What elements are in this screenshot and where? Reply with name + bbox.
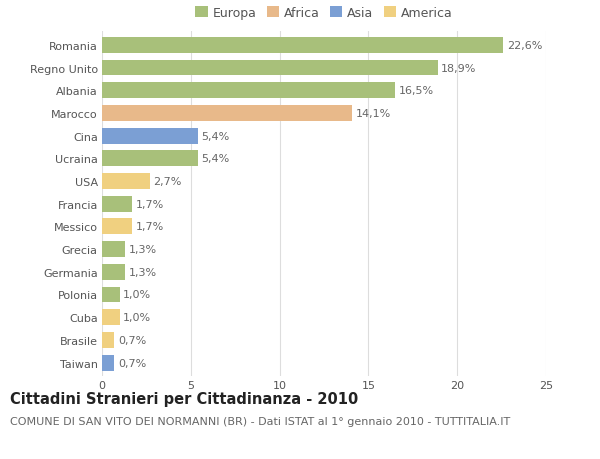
Text: 5,4%: 5,4% [202,154,230,164]
Bar [102,241,125,257]
Text: 5,4%: 5,4% [202,131,230,141]
Bar [102,151,198,167]
Text: 1,7%: 1,7% [136,199,164,209]
Legend: Europa, Africa, Asia, America: Europa, Africa, Asia, America [193,5,455,22]
Text: 1,7%: 1,7% [136,222,164,232]
Bar [102,174,150,190]
Bar [102,83,395,99]
Bar [102,264,125,280]
Bar [102,309,120,325]
Text: 0,7%: 0,7% [118,358,146,368]
Bar [102,196,132,212]
Text: 0,7%: 0,7% [118,335,146,345]
Text: 1,0%: 1,0% [124,313,151,323]
Text: 22,6%: 22,6% [507,41,542,50]
Text: 1,3%: 1,3% [128,267,157,277]
Text: 18,9%: 18,9% [441,63,476,73]
Bar [102,332,115,348]
Bar [102,287,120,303]
Text: 14,1%: 14,1% [356,109,391,119]
Text: Cittadini Stranieri per Cittadinanza - 2010: Cittadini Stranieri per Cittadinanza - 2… [10,391,358,406]
Bar [102,106,352,122]
Text: 16,5%: 16,5% [398,86,434,96]
Bar [102,61,437,76]
Bar [102,219,132,235]
Bar [102,38,503,54]
Text: 1,3%: 1,3% [128,245,157,255]
Text: COMUNE DI SAN VITO DEI NORMANNI (BR) - Dati ISTAT al 1° gennaio 2010 - TUTTITALI: COMUNE DI SAN VITO DEI NORMANNI (BR) - D… [10,416,511,426]
Text: 1,0%: 1,0% [124,290,151,300]
Bar [102,129,198,144]
Bar [102,355,115,371]
Text: 2,7%: 2,7% [154,177,182,187]
